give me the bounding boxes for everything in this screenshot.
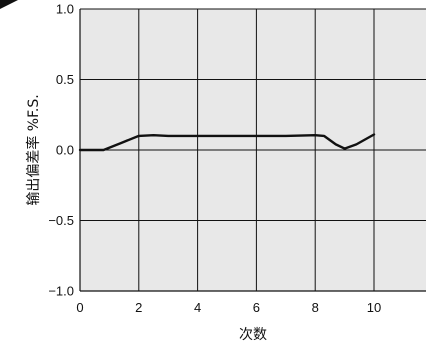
tick-labels: 0 2 4 6 8 10 1.0 0.5 0.0 −0.5 −1.0	[48, 2, 381, 316]
x-tick-label: 0	[76, 300, 83, 315]
series-layer	[78, 133, 376, 152]
y-tick-label: −0.5	[48, 213, 74, 228]
y-tick-label: 0.0	[56, 143, 74, 158]
y-tick-label: 0.5	[56, 72, 74, 87]
y-axis-title: 输出偏差率 %F.S.	[25, 94, 42, 205]
corner-marker	[0, 0, 18, 9]
y-tick-label: 1.0	[56, 2, 74, 17]
x-tick-label: 10	[367, 300, 381, 315]
x-tick-label: 8	[312, 300, 319, 315]
series-line-0	[78, 133, 376, 152]
x-tick-label: 2	[135, 300, 142, 315]
y-tick-label: −1.0	[48, 284, 74, 299]
x-tick-label: 6	[253, 300, 260, 315]
x-tick-label: 4	[194, 300, 201, 315]
grid-lines	[79, 8, 426, 292]
x-axis-title: 次数	[239, 327, 267, 343]
